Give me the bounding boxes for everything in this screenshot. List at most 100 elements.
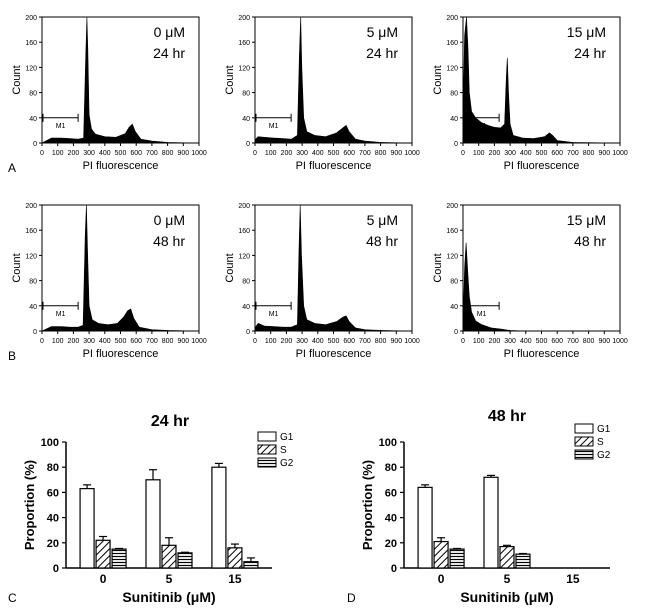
time-label: 48 hr [574,233,606,249]
y-tick-label: 0 [454,329,458,336]
x-tick-label: 700 [567,338,579,345]
x-tick-label: 300 [83,338,95,345]
y-tick-label: 0 [246,329,250,336]
x-tick-label: 5 [166,572,173,586]
dose-label: 0 μM [154,24,185,40]
gate-label: M1 [269,123,279,130]
y-tick-label: 40 [29,116,37,123]
y-axis-label: Count [432,253,444,282]
x-tick-label: 100 [265,150,277,157]
y-tick-label: 200 [238,15,250,22]
x-tick-label: 500 [115,338,127,345]
y-tick-label: 80 [242,279,250,286]
x-tick-label: 300 [296,150,308,157]
y-tick-label: 160 [238,228,250,235]
x-tick-label: 0 [40,338,44,345]
y-tick-label: 0 [454,141,458,148]
x-axis-label: PI fluorescence [504,160,580,172]
y-axis-label: Proportion (%) [360,460,375,550]
x-tick-label: 400 [312,338,324,345]
x-tick-label: 500 [536,338,548,345]
x-tick-label: 1000 [191,150,207,157]
x-tick-label: 800 [583,150,595,157]
y-axis-label: Proportion (%) [22,460,37,550]
legend-label-g1: G1 [597,424,611,435]
time-label: 48 hr [366,233,398,249]
y-tick-label: 200 [446,15,458,22]
y-tick-label: 200 [25,15,37,22]
bar-g2-0 [449,548,465,569]
chart-title: 24 hr [151,413,189,430]
dose-label: 0 μM [154,212,185,228]
bar-g2-5 [177,552,193,569]
y-tick-label: 0 [53,563,59,575]
y-tick-label: 20 [47,538,59,550]
bar-g2-5 [515,553,531,569]
x-tick-label: 0 [438,572,445,586]
x-tick-label: 700 [359,338,371,345]
y-tick-label: 100 [41,437,59,449]
bar-s-5 [161,544,177,569]
x-tick-label: 400 [520,338,532,345]
x-tick-label: 0 [253,150,257,157]
y-tick-label: 160 [25,40,37,47]
x-tick-label: 1000 [612,150,628,157]
x-tick-label: 900 [598,338,610,345]
time-label: 48 hr [153,233,185,249]
bar-s-5 [499,545,515,569]
x-tick-label: 1000 [191,338,207,345]
legend-label-g2: G2 [280,458,294,469]
y-tick-label: 60 [47,487,59,499]
x-tick-label: 15 [566,572,580,586]
y-tick-label: 0 [391,563,397,575]
x-tick-label: 1000 [404,150,420,157]
y-tick-label: 160 [446,40,458,47]
y-tick-label: 40 [385,513,397,525]
y-tick-label: 160 [446,228,458,235]
legend-swatch-g2 [257,457,277,468]
y-tick-label: 160 [25,228,37,235]
x-axis-label: PI fluorescence [83,160,159,172]
x-tick-label: 1000 [612,338,628,345]
time-label: 24 hr [366,45,398,61]
dose-label: 5 μM [367,24,398,40]
x-tick-label: 300 [504,150,516,157]
time-label: 24 hr [574,45,606,61]
y-tick-label: 0 [246,141,250,148]
dose-label: 15 μM [567,212,606,228]
x-tick-label: 0 [461,150,465,157]
x-tick-label: 400 [312,150,324,157]
y-tick-label: 160 [238,40,250,47]
x-axis-label: Sunitinib (μM) [460,589,553,605]
y-tick-label: 0 [33,141,37,148]
y-tick-label: 120 [446,65,458,72]
x-tick-label: 200 [281,150,293,157]
x-tick-label: 1000 [404,338,420,345]
y-tick-label: 80 [385,462,397,474]
x-tick-label: 5 [504,572,511,586]
bar-g2-0 [111,548,127,569]
y-tick-label: 120 [238,253,250,260]
x-axis-label: PI fluorescence [296,160,372,172]
bar-g1-0 [417,486,433,569]
gate-label: M1 [56,123,66,130]
y-tick-label: 120 [25,65,37,72]
bar-s-0 [95,539,111,569]
x-tick-label: 700 [146,150,158,157]
legend-swatch-s [574,436,594,447]
y-axis-label: Count [11,253,23,282]
bar-chart-24hr: 24 hr 0 20 40 60 80 100 Proportion (%) 0 5 15 Sunit… [22,413,294,605]
x-tick-label: 800 [375,150,387,157]
gate-label: M1 [477,311,487,318]
panel-label-d: D [347,591,356,605]
x-tick-label: 800 [375,338,387,345]
y-tick-label: 200 [446,203,458,210]
y-tick-label: 100 [379,437,397,449]
y-tick-label: 80 [450,91,458,98]
y-tick-label: 120 [446,253,458,260]
